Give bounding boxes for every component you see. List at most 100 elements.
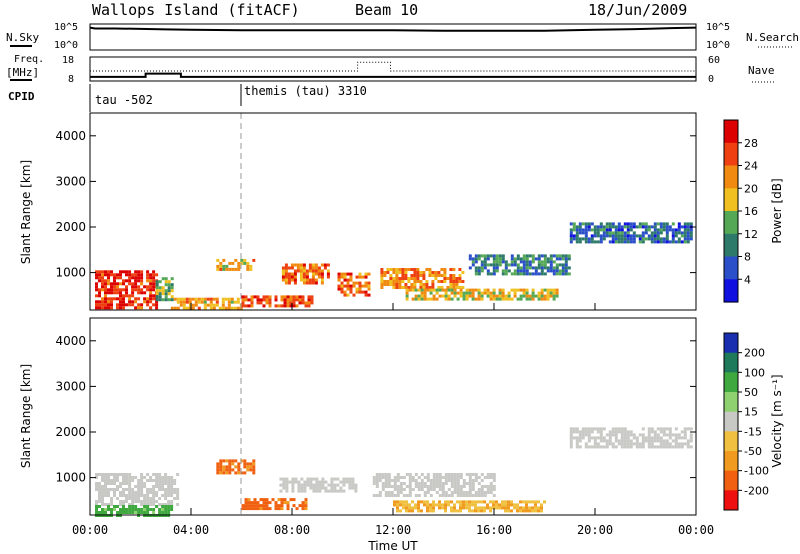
heatmap-cell [298, 298, 302, 302]
heatmap-cell [231, 468, 235, 472]
heatmap-cell [417, 476, 421, 479]
heatmap-cell [342, 489, 346, 493]
heatmap-cell [396, 485, 400, 488]
heatmap-cell [629, 234, 633, 238]
heatmap-cell [483, 260, 487, 264]
heatmap-cell [549, 266, 553, 270]
heatmap-cell [447, 297, 451, 301]
heatmap-cell [104, 294, 107, 298]
heatmap-cell [537, 257, 541, 261]
heatmap-cell [216, 471, 220, 475]
heatmap-cell [408, 491, 412, 494]
heatmap-cell [525, 297, 529, 301]
colorbar-tick-label: 20 [744, 182, 758, 195]
heatmap-cell [340, 275, 344, 279]
heatmap-cell [240, 459, 244, 463]
heatmap-cell [438, 479, 442, 482]
heatmap-cell [146, 297, 150, 301]
heatmap-cell [471, 473, 475, 476]
heatmap-cell [417, 294, 421, 298]
heatmap-cell [158, 497, 162, 500]
heatmap-cell [641, 436, 645, 440]
heatmap-cell [280, 295, 284, 299]
heatmap-cell [507, 509, 510, 513]
heatmap-cell [241, 298, 245, 302]
heatmap-cell [432, 503, 435, 507]
heatmap-cell [348, 483, 352, 487]
heatmap-cell [176, 488, 180, 491]
heatmap-cell [134, 270, 138, 274]
heatmap-cell [280, 507, 284, 511]
heatmap-cell [425, 286, 429, 289]
heatmap-cell [426, 503, 429, 507]
heatmap-cell [152, 494, 156, 497]
heatmap-cell [474, 500, 477, 504]
heatmap-cell [113, 282, 116, 286]
heatmap-cell [137, 306, 141, 310]
heatmap-cell [453, 491, 457, 494]
heatmap-cell [396, 506, 399, 510]
heatmap-cell [167, 280, 171, 284]
heatmap-cell [265, 295, 269, 299]
heatmap-cell [228, 462, 232, 466]
heatmap-cell [410, 274, 414, 277]
heatmap-cell [152, 285, 156, 289]
heatmap-cell [246, 261, 250, 265]
heatmap-cell [170, 494, 174, 497]
heatmap-cell [161, 479, 165, 482]
heatmap-cell [423, 482, 427, 485]
heatmap-cell [638, 225, 642, 229]
heatmap-cell [516, 263, 520, 267]
heatmap-cell [113, 479, 116, 482]
heatmap-cell [284, 278, 288, 282]
heatmap-cell [399, 485, 403, 488]
colorbar-tick-label: 4 [744, 273, 751, 286]
heatmap-cell [468, 503, 471, 507]
heatmap-cell [209, 306, 213, 310]
heatmap-cell [540, 260, 544, 264]
heatmap-cell [262, 501, 266, 505]
heatmap-cell [101, 508, 104, 511]
heatmap-cell [452, 286, 456, 289]
heatmap-cell [285, 486, 289, 490]
heatmap-cell [309, 483, 313, 487]
heatmap-cell [315, 480, 319, 484]
heatmap-cell [617, 237, 621, 241]
heatmap-cell [405, 509, 408, 513]
heatmap-cell [449, 280, 453, 283]
heatmap-cell [122, 270, 125, 274]
heatmap-cell [225, 264, 229, 268]
heatmap-cell [552, 254, 556, 258]
heatmap-cell [396, 479, 400, 482]
heatmap-cell [498, 291, 502, 295]
heatmap-cell [671, 433, 675, 437]
heatmap-cell [408, 485, 412, 488]
heatmap-cell [555, 257, 559, 261]
heatmap-cell [480, 500, 483, 504]
heatmap-cell [459, 488, 463, 491]
heatmap-cell [480, 294, 484, 298]
heatmap-cell [422, 277, 426, 280]
heatmap-cell [486, 503, 489, 507]
heatmap-cell [492, 503, 495, 507]
heatmap-cell [593, 442, 597, 446]
heatmap-cell [632, 433, 636, 437]
heatmap-cell [647, 228, 651, 232]
heatmap-cell [659, 237, 663, 241]
heatmap-cell [364, 281, 368, 285]
heatmap-cell [444, 509, 447, 513]
heatmap-cell [227, 297, 231, 301]
heatmap-cell [525, 257, 529, 261]
heatmap-cell [510, 500, 513, 504]
heatmap-cell [665, 234, 669, 238]
heatmap-cell [140, 508, 144, 511]
heatmap-cell [653, 439, 657, 443]
heatmap-cell [534, 257, 538, 261]
heatmap-cell [250, 501, 254, 505]
heatmap-cell [98, 294, 101, 298]
heatmap-cell [333, 489, 337, 493]
heatmap-cell [101, 494, 104, 497]
nave-tick-hi: 60 [708, 55, 720, 66]
heatmap-cell [256, 295, 260, 299]
